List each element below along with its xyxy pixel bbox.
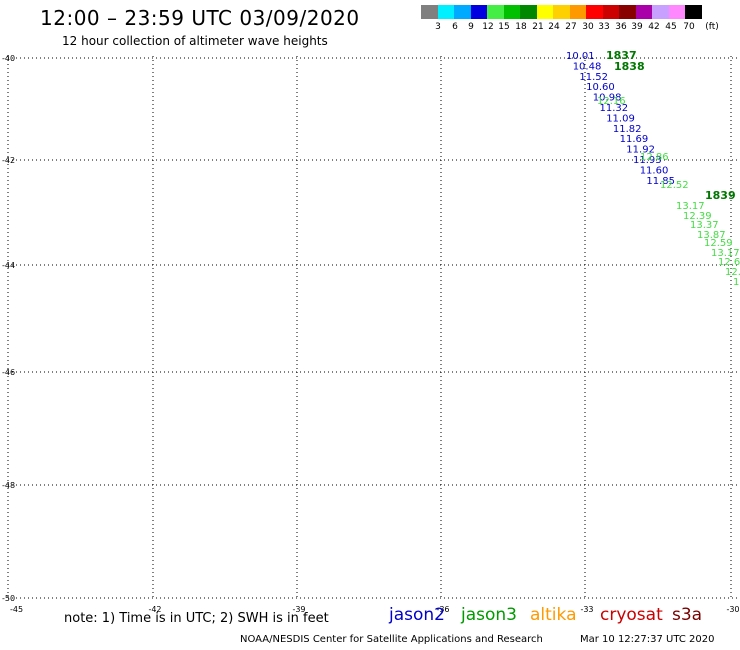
colorbar-label: 6 <box>452 22 458 32</box>
latitude-label: -50 <box>2 594 15 603</box>
time-label: 1838 <box>614 60 645 73</box>
wave-height-value: 1. <box>733 277 740 288</box>
legend-jason2: jason2 <box>389 605 445 625</box>
longitude-label: -42 <box>148 605 161 614</box>
colorbar-swatch <box>668 5 685 19</box>
map-subtitle: 12 hour collection of altimeter wave hei… <box>62 34 328 48</box>
longitude-label: -45 <box>10 605 23 614</box>
colorbar-label: 12 <box>482 22 494 32</box>
wave-height-value: 12.39 <box>683 211 712 222</box>
latitude-label: -48 <box>2 481 15 490</box>
time-label: 1837 <box>606 49 637 62</box>
colorbar-label: 21 <box>532 22 544 32</box>
footer-note: note: 1) Time is in UTC; 2) SWH is in fe… <box>64 611 329 626</box>
time-label: 1839 <box>705 189 736 202</box>
colorbar-swatch <box>652 5 669 19</box>
colorbar-label: 9 <box>468 22 474 32</box>
colorbar-swatch <box>437 5 454 19</box>
wave-height-value: 12.52 <box>660 180 689 191</box>
wave-height-value: 13.17 <box>676 201 705 212</box>
colorbar-swatch <box>470 5 487 19</box>
colorbar-label: 39 <box>631 22 643 32</box>
colorbar-swatch <box>536 5 553 19</box>
wave-height-value: 11.69 <box>620 134 649 145</box>
latitude-label: -44 <box>2 261 15 270</box>
longitude-label: -39 <box>292 605 305 614</box>
colorbar-label: (ft) <box>705 22 719 32</box>
colorbar-swatch <box>553 5 570 19</box>
colorbar-swatch <box>619 5 636 19</box>
colorbar-label: 36 <box>615 22 627 32</box>
latitude-label: -42 <box>2 156 15 165</box>
colorbar-swatch <box>503 5 520 19</box>
wave-height-value: 12.6 <box>718 257 740 268</box>
colorbar-label: 3 <box>435 22 441 32</box>
colorbar-swatch <box>421 5 438 19</box>
colorbar-swatch <box>520 5 537 19</box>
colorbar-label: 18 <box>515 22 527 32</box>
track-values: 10.0110.4811.5210.6010.9811.3211.0911.82… <box>566 51 740 288</box>
wave-height-value: 12.86 <box>640 152 669 163</box>
longitude-label: -36 <box>436 605 449 614</box>
wave-height-value: 13.37 <box>690 220 719 231</box>
grid-lines <box>7 56 740 600</box>
colorbar-label: 42 <box>648 22 660 32</box>
footer-timestamp: Mar 10 12:27:37 UTC 2020 <box>580 634 715 645</box>
colorbar-swatch <box>454 5 471 19</box>
legend-s3a: s3a <box>672 605 703 625</box>
colorbar-swatch <box>487 5 504 19</box>
colorbar-label: 15 <box>498 22 510 32</box>
wave-height-value: 13.87 <box>697 230 726 241</box>
wave-height-value: 11.93 <box>633 155 662 166</box>
wave-height-value: 11.92 <box>626 145 655 156</box>
colorbar-label: 45 <box>665 22 677 32</box>
colorbar-swatch <box>586 5 603 19</box>
colorbar-swatch <box>685 5 702 19</box>
colorbar-swatch <box>569 5 586 19</box>
wave-height-value: 10.60 <box>586 82 615 93</box>
wave-height-value: 12. <box>725 267 740 278</box>
wave-height-value: 10.98 <box>593 93 622 104</box>
colorbar-label: 24 <box>548 22 560 32</box>
wave-height-value: 11.85 <box>646 176 675 187</box>
colorbar-swatch <box>635 5 652 19</box>
wave-height-value: 10.01 <box>566 51 595 62</box>
legend-jason3: jason3 <box>461 605 517 625</box>
wave-height-value: 12.16 <box>597 96 626 107</box>
axis-labels: -40 -42 -44 -46 -48 -50 -45 -42 -39 -36 -33 -30 <box>2 54 740 614</box>
colorbar-label: 70 <box>683 22 695 32</box>
wave-height-value: 11.60 <box>640 165 669 176</box>
colorbar-labels: 3 6 9 12 15 18 21 24 27 30 33 36 39 42 45 70 (ft) <box>421 22 740 36</box>
latitude-label: -40 <box>2 54 15 63</box>
latitude-label: -46 <box>2 368 15 377</box>
longitude-label: -33 <box>580 605 593 614</box>
longitude-label: -30 <box>726 605 739 614</box>
colorbar-swatch <box>602 5 619 19</box>
colorbar-label: 30 <box>582 22 594 32</box>
colorbar-label: 27 <box>565 22 577 32</box>
footer-credit: NOAA/NESDIS Center for Satellite Applica… <box>240 634 543 645</box>
wave-height-value: 13.17 <box>711 248 740 259</box>
map-title: 12:00 – 23:59 UTC 03/09/2020 <box>40 6 360 30</box>
wave-height-value: 11.09 <box>606 113 635 124</box>
colorbar-label: 33 <box>598 22 610 32</box>
wave-height-value: 11.52 <box>579 72 608 83</box>
legend-altika: altika <box>530 605 577 625</box>
wave-height-value: 11.82 <box>613 124 642 135</box>
wave-height-value: 12.59 <box>704 238 733 249</box>
wave-height-value: 11.32 <box>600 103 629 114</box>
colorbar <box>421 5 702 19</box>
wave-height-value: 10.48 <box>573 61 602 72</box>
legend-cryosat: cryosat <box>600 605 663 625</box>
